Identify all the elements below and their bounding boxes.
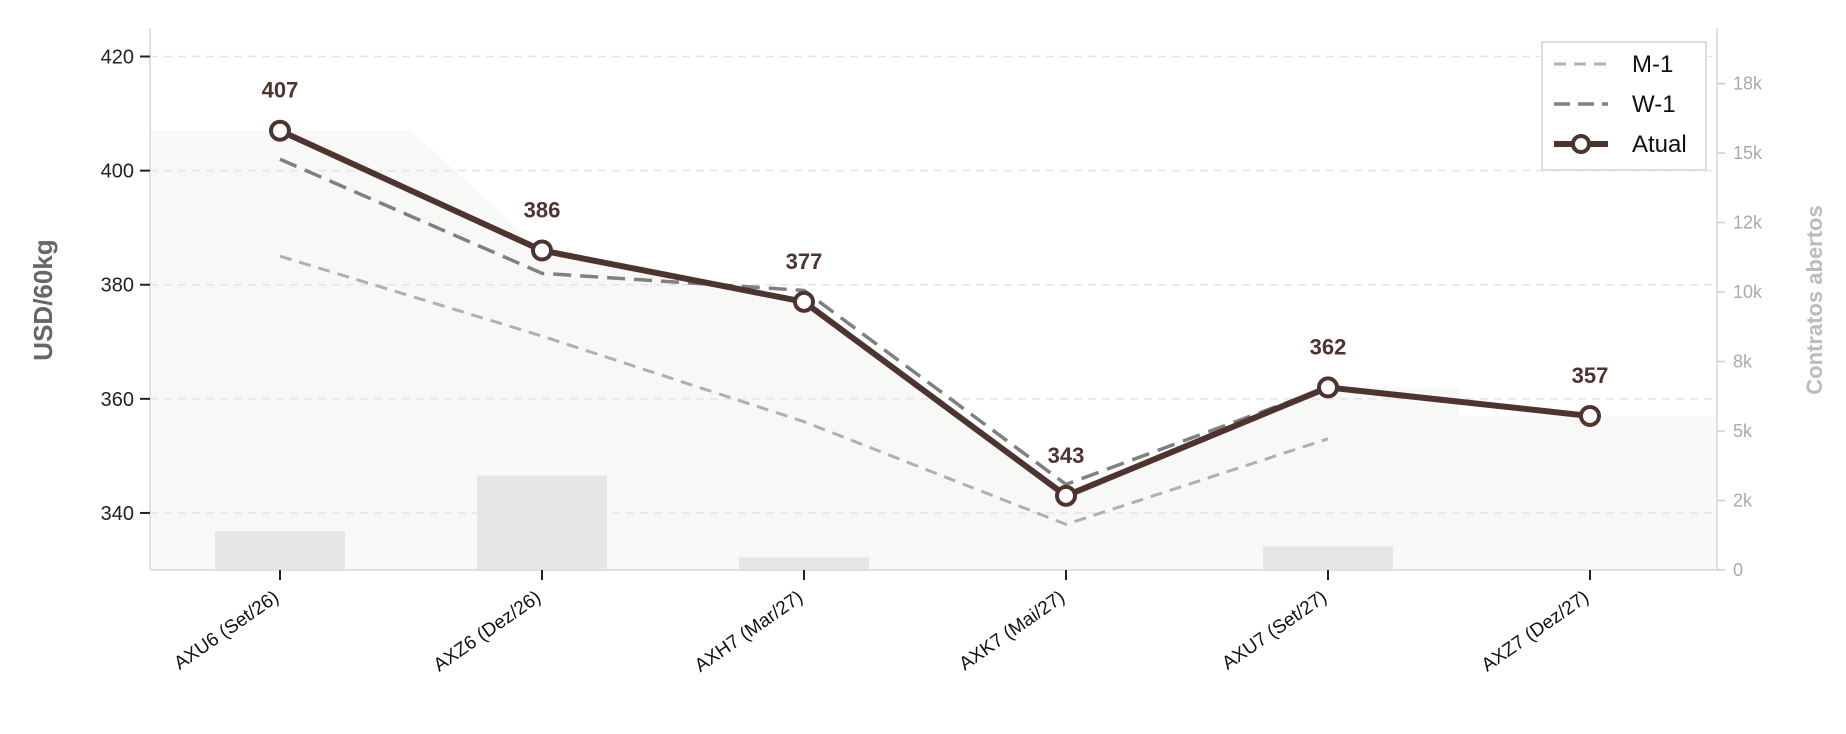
series-line-w-1 [279,157,1329,487]
data-labels: 407 386 377 343 362 357 [262,78,1609,468]
data-label-1: 386 [524,198,561,223]
oi-bar-1 [477,475,607,570]
data-label-0: 407 [262,78,299,103]
y-tick-label-340: 340 [101,503,134,525]
legend-label-w-1: W-1 [1632,91,1676,118]
legend-label-atual: Atual [1632,131,1687,158]
x-tick-label-4: AXU7 (Set/27) [1218,587,1330,674]
y2-tick-label-3: 8k [1733,352,1753,372]
x-tick-label-5: AXZ7 (Dez/27) [1478,587,1593,676]
x-tick-label-0: AXU6 (Set/26) [170,587,282,674]
series-markers [269,119,1601,507]
open-interest-bars [215,475,1393,570]
y2-tick-label-2: 5k [1733,421,1753,441]
y2-tick-label-5: 12k [1733,213,1763,233]
y-tick-label-420: 420 [101,47,134,69]
y2-tick-label-7: 18k [1733,74,1763,94]
y-tick-label-400: 400 [101,161,134,183]
marker-atual-3 [1055,484,1077,507]
legend-box [1541,41,1707,171]
legend: M-1 W-1 Atual [1541,41,1707,171]
area-fill-path [150,130,1717,570]
y-tick-label-360: 360 [101,389,134,411]
oi-bar-4 [1263,546,1393,570]
data-label-5: 357 [1572,363,1609,388]
y2-axis-label: Contratos abertos [1802,205,1827,394]
marker-atual-5 [1579,404,1601,427]
oi-bar-2 [739,557,869,570]
data-label-2: 377 [786,249,823,274]
series-line-m-1 [279,254,1329,526]
x-tick-label-3: AXK7 (Mai/27) [956,587,1069,675]
oi-bar-0 [215,531,345,570]
legend-marker-atual [1571,134,1591,154]
price-area-fill [150,130,1717,570]
data-label-3: 343 [1048,443,1085,468]
data-label-4: 362 [1310,334,1347,359]
series-lines [278,127,1591,526]
marker-atual-4 [1317,376,1339,399]
marker-atual-0 [269,119,291,142]
marker-atual-2 [793,290,815,313]
y-tick-label-380: 380 [101,275,134,297]
y-axis-label: USD/60kg [28,239,58,360]
legend-label-m-1: M-1 [1632,51,1673,78]
y2-tick-label-1: 2k [1733,491,1753,511]
y2-tick-label-4: 10k [1733,282,1763,302]
x-tick-label-2: AXH7 (Mar/27) [691,587,807,677]
y2-tick-label-0: 0 [1733,560,1743,580]
y2-tick-label-6: 15k [1733,143,1763,163]
x-tick-label-1: AXZ6 (Dez/26) [430,587,545,676]
marker-atual-1 [531,239,553,262]
series-line-atual [278,127,1591,499]
